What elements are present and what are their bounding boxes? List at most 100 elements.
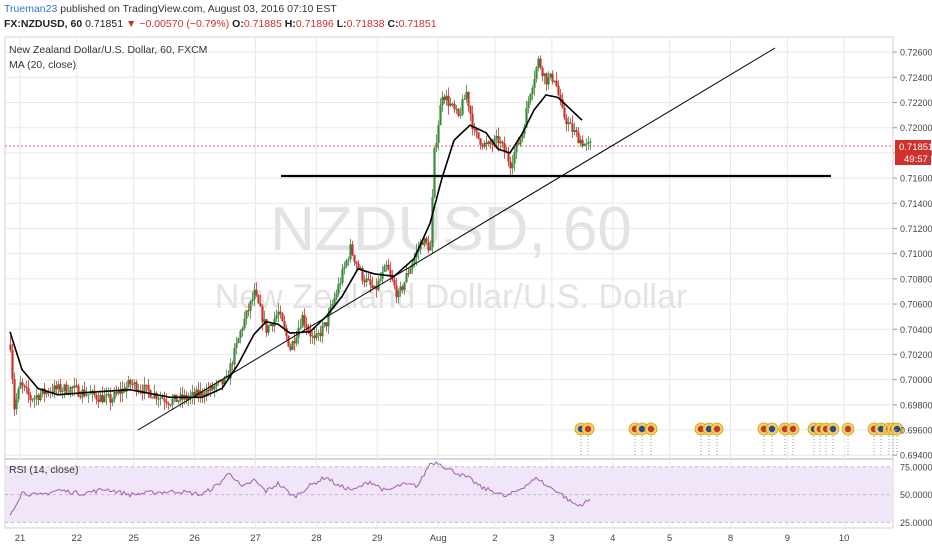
event-flag-center (584, 425, 592, 433)
candle-body (255, 289, 258, 296)
candle-body (65, 384, 68, 394)
candle-body (533, 78, 536, 88)
candle-body (51, 391, 54, 393)
candle-body (551, 73, 554, 82)
candle-body (369, 279, 372, 286)
candle-body (491, 143, 494, 145)
legend: New Zealand Dollar/U.S. Dollar, 60, FXCM… (9, 44, 207, 476)
candle-body (463, 98, 466, 100)
x-tick-label: 9 (785, 533, 790, 544)
candle-body (223, 377, 226, 385)
candle-body (121, 388, 124, 394)
watermark-name: New Zealand Dollar/U.S. Dollar (215, 278, 687, 316)
trend-line (137, 47, 776, 431)
candle-body (273, 318, 276, 327)
candle-body (581, 139, 584, 147)
candle-body (571, 123, 574, 132)
candle-body (567, 122, 570, 125)
candle-body (337, 284, 340, 294)
candle-body (25, 386, 28, 389)
candle-body (373, 285, 376, 289)
candle-body (323, 322, 326, 326)
candle-body (35, 395, 38, 398)
candle-body (79, 396, 82, 398)
candle-body (499, 141, 502, 144)
candle-body (17, 388, 20, 400)
candle-body (587, 141, 590, 144)
chart-frame (4, 36, 894, 529)
event-flag-center (760, 425, 768, 433)
candle-body (577, 132, 580, 144)
candle-body (167, 403, 170, 405)
header-bar: Trueman23 published on TradingView.com, … (0, 0, 932, 34)
candle-body (247, 310, 250, 312)
candle-body (497, 135, 500, 144)
candle-body (371, 285, 374, 289)
candle-body (197, 389, 200, 397)
candle-body (309, 331, 312, 337)
candle-body (133, 382, 136, 385)
candle-body (71, 386, 74, 389)
candle-body (195, 389, 198, 397)
candle-body (561, 99, 564, 108)
candle-body (335, 293, 338, 299)
candle-body (583, 144, 586, 147)
rsi-tick-label: 50.0000 (900, 490, 932, 500)
x-tick-label: 28 (311, 533, 322, 544)
candle-body (75, 385, 78, 387)
candle-body (353, 254, 356, 262)
candle-body (105, 394, 108, 397)
y-tick-label: 0.71000 (900, 249, 932, 259)
candle-body (487, 141, 490, 145)
axes: 0.726000.724000.722000.720000.718000.716… (15, 48, 932, 544)
candle-body (115, 392, 118, 394)
candle-body (575, 130, 578, 133)
candle-body (37, 395, 40, 401)
symbol-label: FX:NZDUSD, 60 (4, 18, 83, 30)
candle-body (107, 394, 110, 396)
candle-body (119, 390, 122, 394)
candle-body (27, 388, 30, 395)
candle-body (73, 385, 76, 389)
candle-body (579, 139, 582, 144)
candle-body (347, 259, 350, 261)
event-marker (841, 422, 855, 456)
candle-body (15, 399, 18, 410)
candle-body (101, 394, 104, 403)
candle-body (209, 385, 212, 392)
event-flag-center (781, 425, 789, 433)
candle-body (305, 324, 308, 328)
candle-body (291, 341, 294, 350)
event-marker (890, 422, 904, 456)
event-flag-center (877, 425, 885, 433)
author-link[interactable]: Trueman23 (4, 3, 58, 15)
candle-body (363, 280, 366, 283)
candle-body (397, 291, 400, 298)
candle-body (541, 67, 544, 76)
candle-body (539, 58, 542, 68)
candle-body (401, 286, 404, 290)
x-tick-label: Aug (430, 533, 447, 544)
rsi-line (9, 461, 591, 516)
candle-body (485, 142, 488, 145)
y-tick-label: 0.70600 (900, 300, 932, 310)
candle-body (553, 80, 556, 82)
candle-body (45, 391, 48, 395)
candle-body (259, 303, 262, 307)
candle-body (39, 394, 42, 401)
y-tick-label: 0.71200 (900, 224, 932, 234)
candle-body (245, 310, 248, 319)
x-tick-label: 4 (610, 533, 615, 544)
candle-body (503, 143, 506, 153)
candle-body (351, 244, 354, 255)
candle-body (375, 285, 378, 290)
candle-body (287, 335, 290, 347)
candle-body (333, 298, 336, 304)
candle-body (63, 384, 66, 391)
candle-body (61, 390, 64, 392)
candle-body (469, 106, 472, 114)
candle-body (33, 397, 36, 400)
x-tick-label: 26 (189, 533, 200, 544)
candle-body (429, 247, 432, 251)
